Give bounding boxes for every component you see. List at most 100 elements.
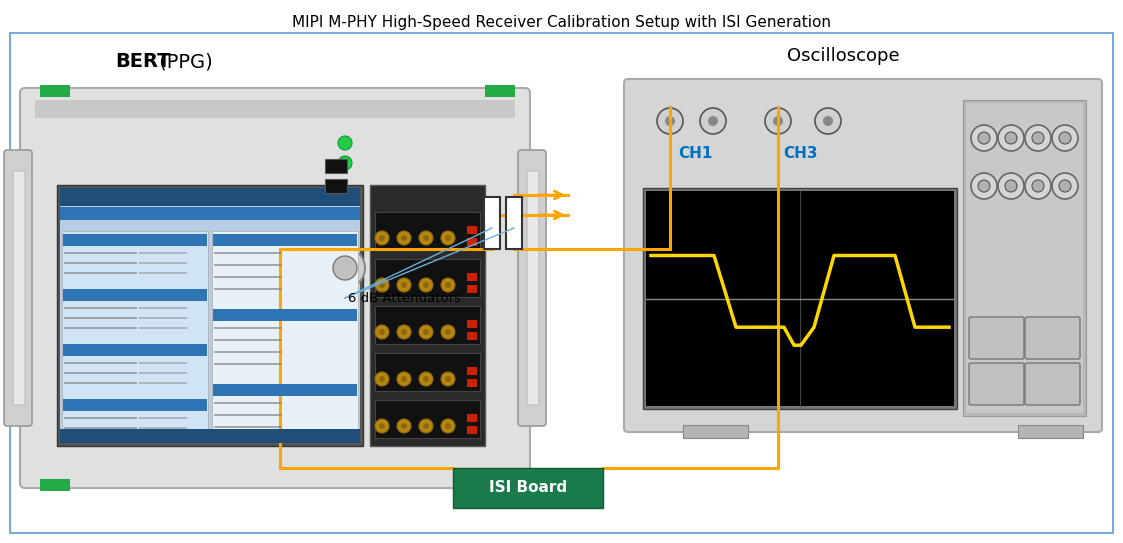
Circle shape [419,278,433,292]
Text: 6 dB Attenuators: 6 dB Attenuators [348,292,462,305]
Circle shape [401,235,407,241]
Bar [40,85,70,97]
Bar [60,188,360,443]
Bar [64,272,137,274]
FancyBboxPatch shape [1025,363,1080,405]
Circle shape [378,329,385,335]
Circle shape [419,372,433,386]
Bar [375,212,480,250]
Bar [467,379,477,387]
Circle shape [1032,132,1044,144]
Circle shape [419,419,433,433]
Circle shape [1059,132,1071,144]
Circle shape [441,278,455,292]
FancyBboxPatch shape [624,79,1102,432]
Circle shape [1005,132,1017,144]
Bar [214,351,282,353]
Circle shape [401,376,407,382]
FancyBboxPatch shape [20,88,530,488]
Circle shape [978,180,990,192]
Circle shape [338,136,351,150]
Circle shape [445,376,451,382]
Bar [213,234,357,246]
Bar [484,197,500,249]
Bar [57,185,363,446]
Circle shape [815,108,841,134]
Bar [214,414,282,416]
Bar [64,437,137,439]
Bar [467,273,477,281]
Text: ISI Board: ISI Board [489,481,567,496]
Bar [1019,425,1083,438]
Circle shape [1032,180,1044,192]
Bar [40,479,70,491]
Bar [375,259,480,297]
Bar [139,372,188,374]
Circle shape [398,419,411,433]
Bar [467,320,477,328]
Bar [139,252,188,254]
Circle shape [445,329,451,335]
Circle shape [375,231,389,245]
Circle shape [398,278,411,292]
Bar [63,234,207,246]
Bar [683,425,748,438]
Bar [506,197,522,249]
Bar [64,327,137,329]
Bar [64,252,137,254]
Circle shape [375,325,389,339]
Circle shape [398,372,411,386]
Circle shape [1025,173,1051,199]
Circle shape [401,282,407,288]
Bar [212,231,358,441]
Bar [467,226,477,234]
Bar [643,188,957,409]
Bar [213,384,357,396]
Bar [467,367,477,375]
Bar [369,185,485,446]
Bar [64,382,137,384]
Circle shape [375,372,389,386]
Text: CH1: CH1 [678,146,712,161]
Text: Oscilloscope: Oscilloscope [787,47,900,65]
Circle shape [445,282,451,288]
Bar [467,414,477,422]
Bar [139,382,188,384]
Circle shape [398,231,411,245]
Text: BERT: BERT [115,52,171,71]
Circle shape [423,235,429,241]
Bar [139,272,188,274]
Circle shape [441,231,455,245]
Circle shape [657,108,683,134]
Bar [214,288,282,290]
Circle shape [707,116,718,126]
Bar [966,103,1083,413]
Circle shape [401,329,407,335]
Circle shape [401,423,407,429]
Circle shape [378,376,385,382]
Bar [214,327,282,329]
Bar [60,207,360,220]
Bar [139,427,188,429]
Bar [64,417,137,419]
Text: MIPI M-PHY High-Speed Receiver Calibration Setup with ISI Generation: MIPI M-PHY High-Speed Receiver Calibrati… [292,15,831,30]
Circle shape [419,325,433,339]
Bar [214,363,282,365]
Circle shape [978,132,990,144]
Bar [63,344,207,356]
Circle shape [419,231,433,245]
Bar [325,179,347,193]
Bar [64,317,137,319]
Circle shape [441,325,455,339]
Circle shape [445,235,451,241]
Bar [213,309,357,321]
Bar [214,402,282,404]
Text: CH3: CH3 [783,146,818,161]
FancyBboxPatch shape [969,317,1024,359]
Bar [467,426,477,434]
Circle shape [823,116,833,126]
Circle shape [1052,125,1078,151]
FancyBboxPatch shape [13,171,25,405]
Bar [467,285,477,293]
Bar [467,238,477,246]
